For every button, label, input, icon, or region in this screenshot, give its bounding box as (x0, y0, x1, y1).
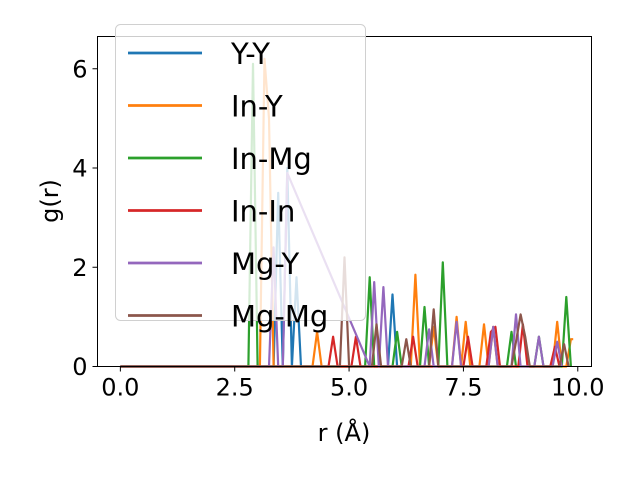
y-tick-label: 4 (72, 155, 87, 183)
x-tick-label: 2.5 (216, 374, 254, 402)
y-tick-label: 6 (72, 55, 87, 83)
y-axis-label: g(r) (36, 179, 64, 223)
y-tick-label: 0 (72, 353, 87, 381)
legend-label: In-In (231, 195, 295, 229)
x-tick-label: 5.0 (330, 374, 368, 402)
axis-ticks: 0.0 2.5 5.0 7.5 10.0 0 2 4 6 (72, 55, 604, 401)
y-tick-label: 2 (72, 254, 87, 282)
legend-label: In-Mg (231, 142, 312, 176)
x-tick-label: 0.0 (101, 374, 139, 402)
legend-label: Mg-Y (231, 247, 299, 281)
x-tick-label: 7.5 (444, 374, 482, 402)
legend: Y-Y In-Y In-Mg In-In Mg-Y Mg-Mg (115, 24, 366, 334)
legend-box (115, 24, 366, 321)
x-axis-label: r (Å) (318, 418, 371, 447)
x-tick-label: 10.0 (551, 374, 604, 402)
legend-label: Mg-Mg (231, 300, 328, 334)
legend-label: In-Y (231, 90, 283, 124)
legend-label: Y-Y (230, 37, 270, 71)
